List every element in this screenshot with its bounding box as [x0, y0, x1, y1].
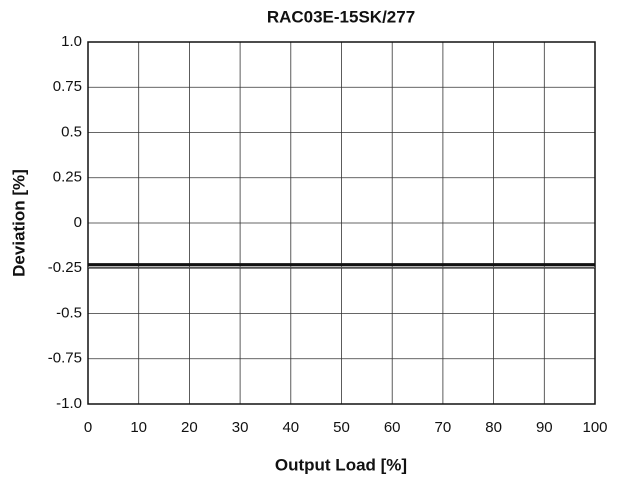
x-tick-label: 100 — [582, 419, 607, 436]
x-tick-label: 60 — [384, 419, 401, 436]
plot-frame — [87, 41, 596, 405]
chart-title: RAC03E-15SK/277 — [267, 7, 415, 26]
y-tick-label: -0.5 — [56, 304, 82, 321]
x-axis-label: Output Load [%] — [275, 455, 407, 474]
y-tick-label: 0.75 — [53, 78, 82, 95]
x-tick-label: 10 — [130, 419, 147, 436]
x-tick-label: 40 — [282, 419, 299, 436]
x-tick-label: 0 — [84, 419, 92, 436]
y-axis-label: Deviation [%] — [9, 169, 28, 277]
y-tick-label: 0 — [74, 214, 82, 231]
x-tick-label: 50 — [333, 419, 350, 436]
y-tick-label: -0.25 — [48, 259, 82, 276]
x-tick-label: 20 — [181, 419, 198, 436]
y-tick-label: 0.5 — [61, 123, 82, 140]
x-tick-label: 90 — [536, 419, 553, 436]
y-tick-label: 1.0 — [61, 33, 82, 50]
y-tick-label: -1.0 — [56, 395, 82, 412]
x-tick-label: 70 — [435, 419, 452, 436]
y-tick-label: 0.25 — [53, 169, 82, 186]
x-tick-label: 30 — [232, 419, 249, 436]
x-tick-label: 80 — [485, 419, 502, 436]
y-tick-label: -0.75 — [48, 350, 82, 367]
